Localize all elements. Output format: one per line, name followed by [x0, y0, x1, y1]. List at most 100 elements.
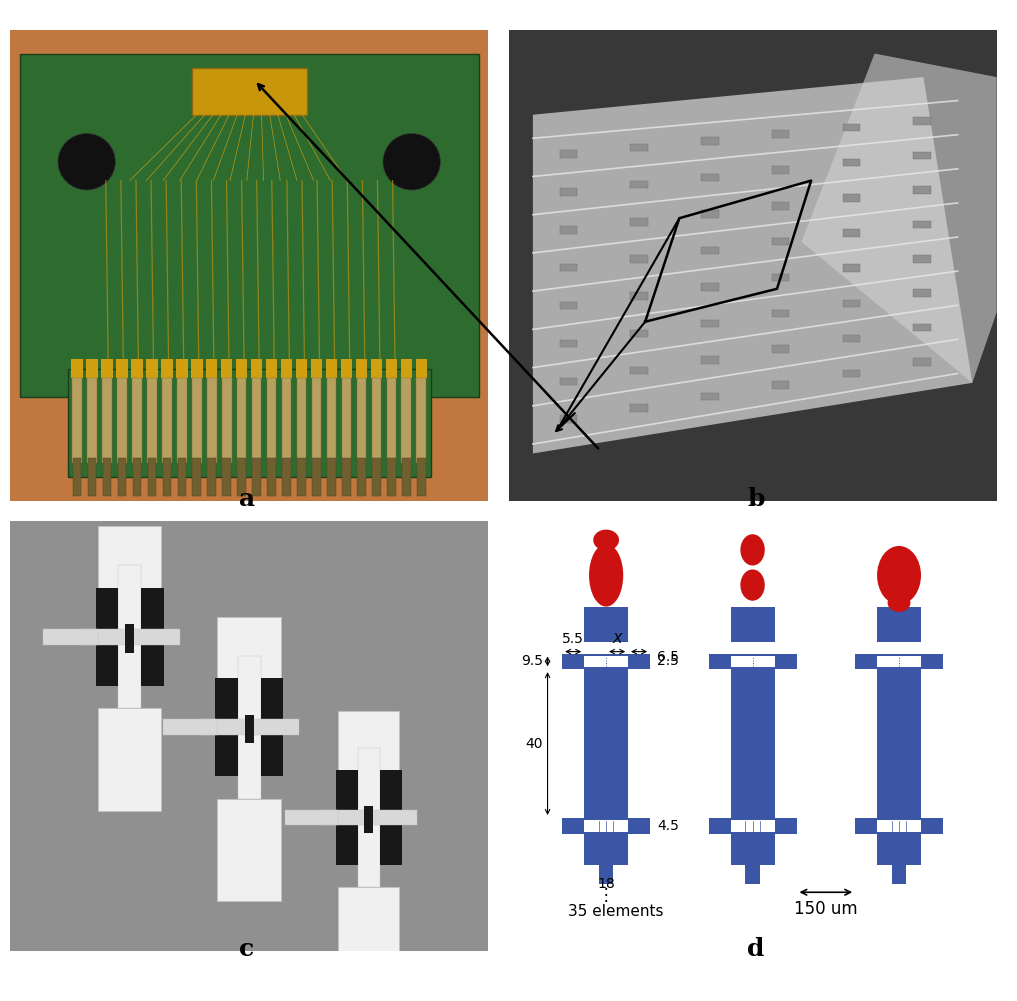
Polygon shape: [297, 378, 306, 462]
Polygon shape: [892, 865, 906, 885]
Polygon shape: [508, 30, 997, 500]
Polygon shape: [72, 378, 81, 462]
Polygon shape: [84, 700, 175, 823]
Polygon shape: [265, 359, 278, 378]
Polygon shape: [855, 654, 943, 670]
Polygon shape: [252, 378, 261, 462]
Polygon shape: [357, 378, 366, 462]
Polygon shape: [401, 359, 412, 378]
Polygon shape: [631, 218, 648, 225]
Polygon shape: [801, 53, 997, 382]
Polygon shape: [370, 359, 382, 378]
Polygon shape: [584, 670, 629, 818]
Polygon shape: [730, 656, 775, 668]
Polygon shape: [402, 458, 411, 495]
Polygon shape: [877, 656, 921, 668]
Polygon shape: [533, 77, 972, 453]
Polygon shape: [843, 334, 860, 342]
Polygon shape: [10, 521, 488, 951]
Polygon shape: [147, 378, 157, 462]
Polygon shape: [877, 820, 921, 832]
Polygon shape: [913, 220, 931, 228]
Polygon shape: [371, 378, 381, 462]
Polygon shape: [146, 359, 158, 378]
Polygon shape: [631, 181, 648, 188]
Polygon shape: [913, 186, 931, 193]
Polygon shape: [913, 117, 931, 125]
Polygon shape: [843, 299, 860, 307]
Polygon shape: [631, 329, 648, 337]
Polygon shape: [147, 458, 157, 495]
Polygon shape: [325, 359, 338, 378]
Polygon shape: [118, 566, 141, 709]
Polygon shape: [584, 607, 629, 642]
Circle shape: [594, 531, 618, 550]
Polygon shape: [772, 166, 789, 174]
Polygon shape: [357, 458, 366, 495]
Polygon shape: [116, 359, 128, 378]
Polygon shape: [324, 699, 413, 806]
Polygon shape: [98, 527, 162, 617]
Polygon shape: [386, 378, 396, 462]
Polygon shape: [260, 678, 283, 719]
Polygon shape: [218, 617, 281, 707]
Polygon shape: [379, 826, 402, 865]
Polygon shape: [87, 458, 97, 495]
Polygon shape: [877, 834, 921, 865]
Ellipse shape: [740, 570, 765, 601]
Polygon shape: [701, 283, 719, 290]
Polygon shape: [559, 302, 577, 309]
Polygon shape: [385, 359, 397, 378]
Polygon shape: [701, 210, 719, 217]
Polygon shape: [843, 264, 860, 272]
Polygon shape: [117, 378, 127, 462]
Polygon shape: [772, 345, 789, 353]
Polygon shape: [96, 645, 118, 686]
Polygon shape: [372, 458, 380, 495]
Polygon shape: [843, 159, 860, 166]
Polygon shape: [236, 359, 247, 378]
Polygon shape: [281, 359, 292, 378]
Polygon shape: [192, 68, 306, 115]
Polygon shape: [103, 458, 111, 495]
Circle shape: [888, 594, 910, 612]
Polygon shape: [631, 366, 648, 374]
Polygon shape: [324, 879, 413, 998]
Polygon shape: [96, 588, 118, 629]
Polygon shape: [283, 458, 291, 495]
Polygon shape: [701, 173, 719, 181]
Polygon shape: [709, 654, 796, 670]
Text: ⋮: ⋮: [598, 887, 614, 904]
Ellipse shape: [589, 544, 623, 607]
Polygon shape: [207, 458, 216, 495]
Polygon shape: [559, 150, 577, 158]
Polygon shape: [562, 818, 650, 834]
Polygon shape: [44, 629, 98, 645]
Polygon shape: [141, 588, 164, 629]
Polygon shape: [631, 404, 648, 411]
Polygon shape: [238, 656, 260, 799]
Polygon shape: [843, 124, 860, 131]
Polygon shape: [843, 369, 860, 377]
Polygon shape: [877, 670, 921, 818]
Polygon shape: [559, 264, 577, 271]
Polygon shape: [730, 670, 775, 818]
Polygon shape: [326, 378, 337, 462]
Polygon shape: [191, 359, 202, 378]
Polygon shape: [132, 378, 141, 462]
Polygon shape: [79, 629, 180, 645]
Polygon shape: [178, 458, 186, 495]
Polygon shape: [162, 378, 172, 462]
Polygon shape: [199, 719, 299, 736]
Polygon shape: [584, 820, 629, 832]
Polygon shape: [192, 458, 201, 495]
Polygon shape: [10, 30, 488, 500]
Polygon shape: [141, 645, 164, 686]
Polygon shape: [913, 255, 931, 262]
Polygon shape: [342, 378, 351, 462]
Text: c: c: [239, 937, 254, 961]
Polygon shape: [216, 678, 238, 719]
Polygon shape: [772, 202, 789, 209]
Polygon shape: [913, 324, 931, 331]
Polygon shape: [913, 289, 931, 297]
